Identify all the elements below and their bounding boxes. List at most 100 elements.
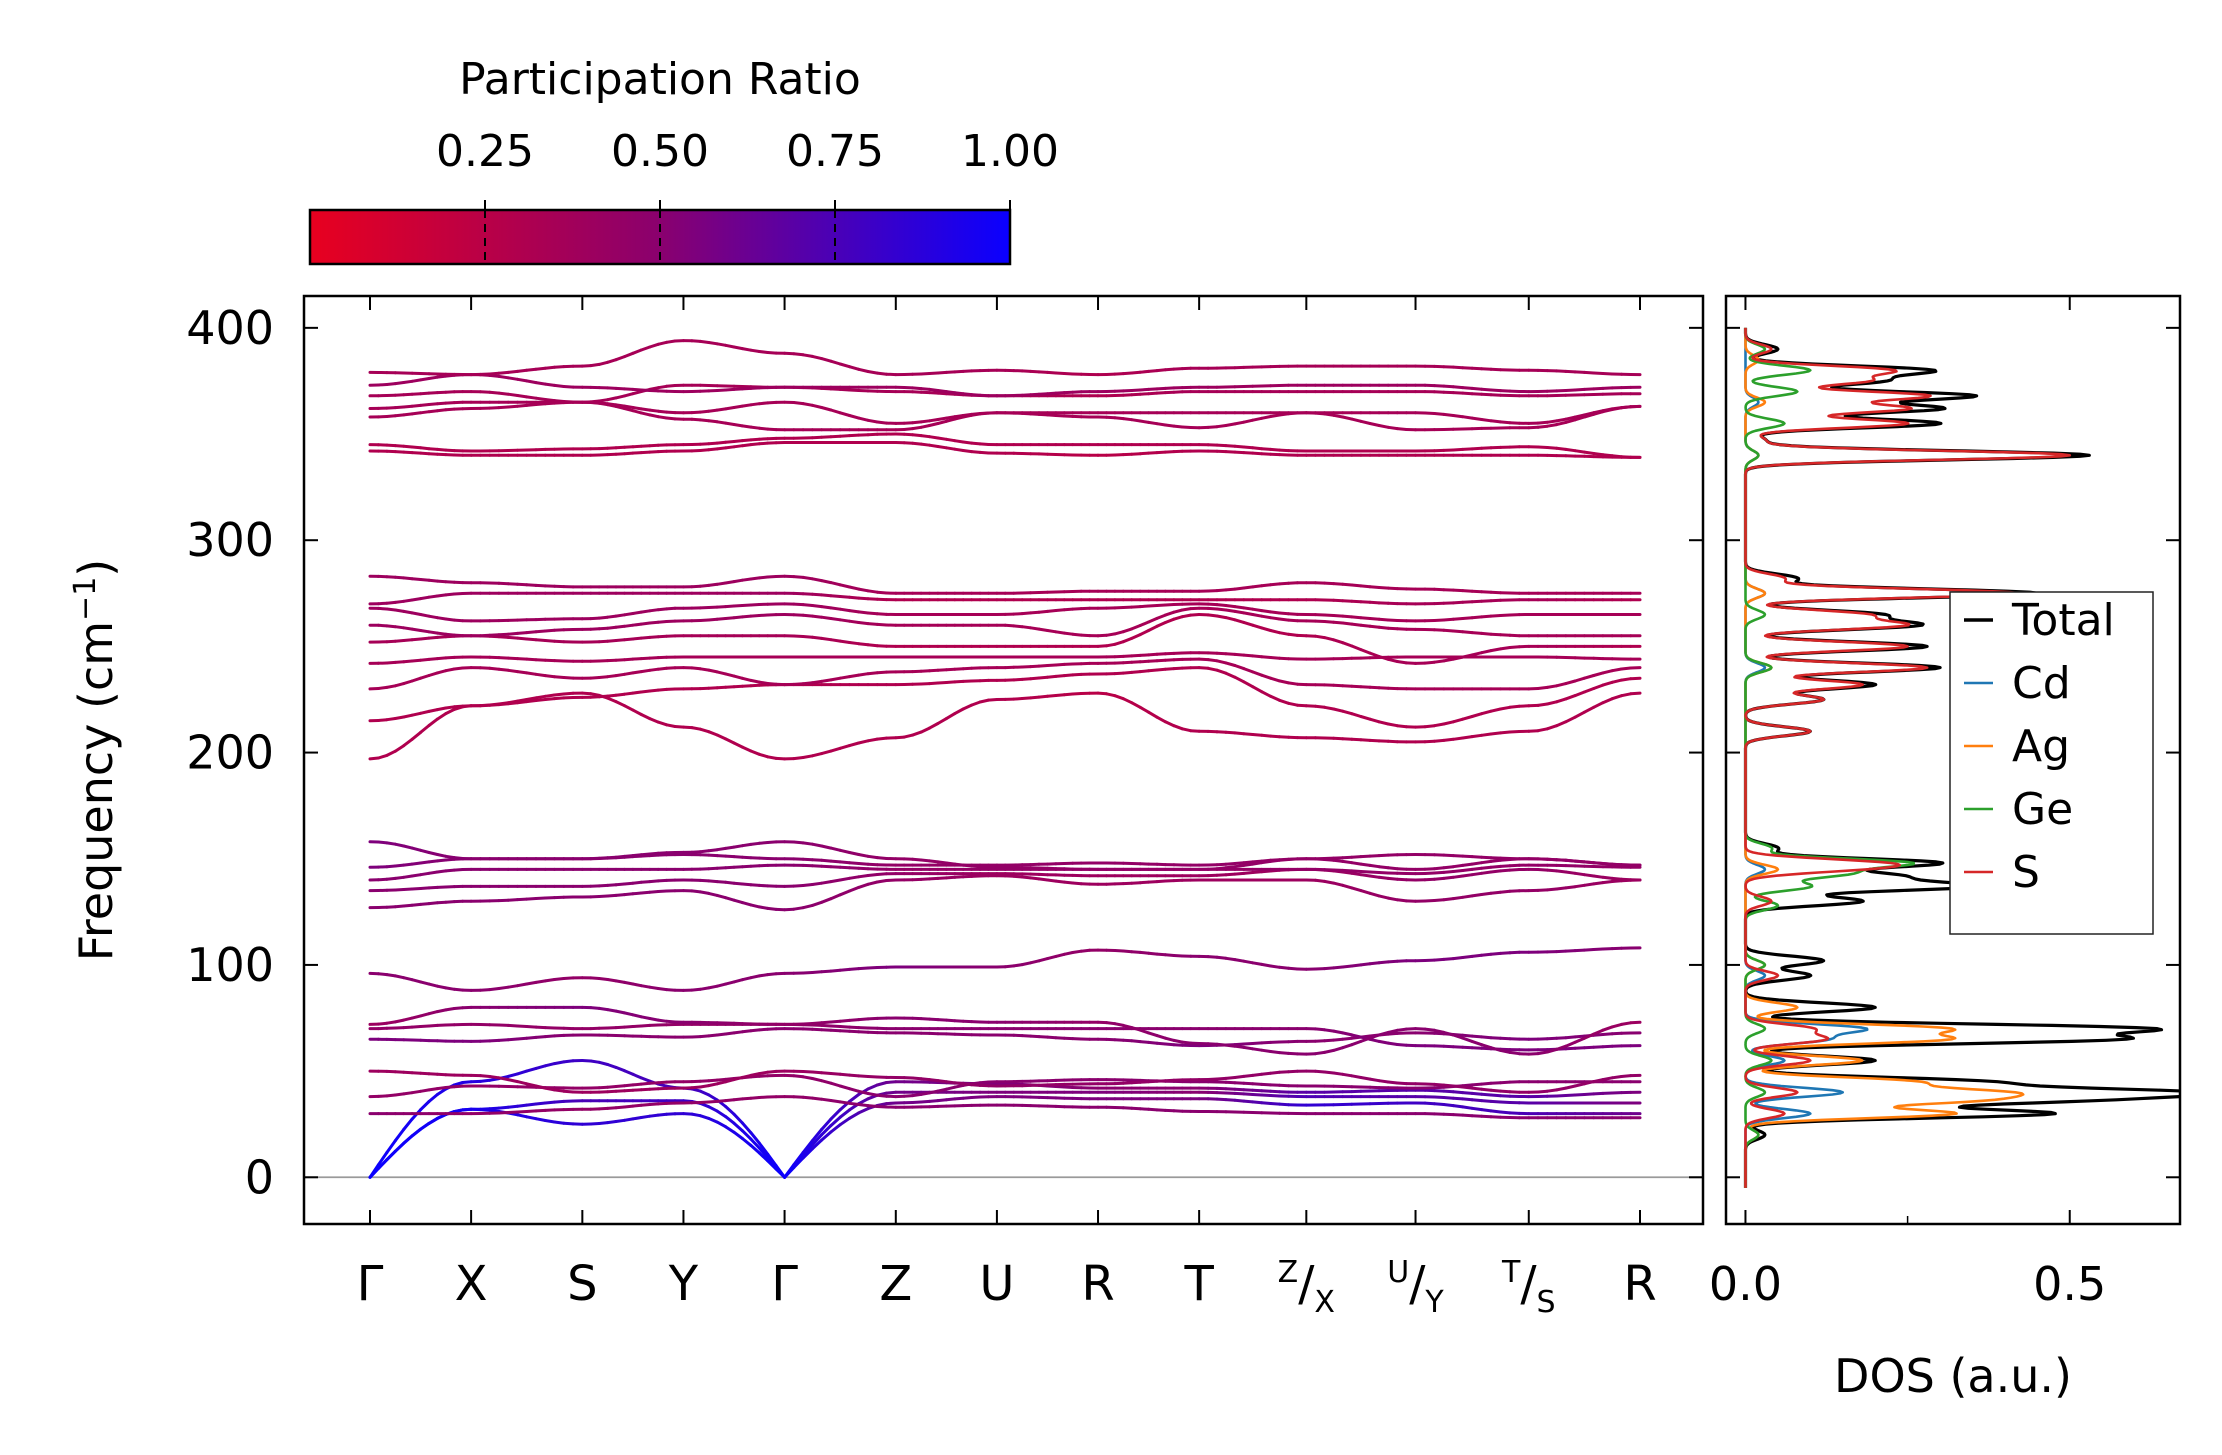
band-line-piece [506, 631, 519, 636]
band-line-piece [783, 1163, 796, 1179]
band-line-piece [1545, 887, 1559, 892]
band-line-piece [631, 708, 643, 716]
kpoint-label: T [1183, 1256, 1214, 1312]
band-line-piece [525, 1025, 538, 1029]
band-line-piece [820, 357, 833, 363]
band-line-piece [1461, 616, 1474, 620]
band-line-piece [1564, 1084, 1577, 1090]
band-line-piece [525, 1109, 538, 1113]
band-line-piece [1480, 1035, 1493, 1040]
band-line-piece [1323, 620, 1336, 624]
band-line-piece [1224, 652, 1237, 656]
band-line-piece [1451, 447, 1465, 452]
band-line-piece [1359, 600, 1372, 604]
band-line-piece [1480, 1087, 1493, 1092]
band-line-piece [1395, 660, 1408, 665]
band-line-piece [1442, 865, 1455, 870]
band-line-piece [543, 1108, 556, 1112]
band-line-piece [1499, 1080, 1512, 1085]
band-line-piece [534, 381, 547, 386]
kpoint-label-slash: / [1298, 1256, 1315, 1312]
band-line-piece [1480, 446, 1493, 450]
band-line-piece [838, 876, 851, 882]
band-line-piece [848, 861, 861, 865]
band-line-piece [1377, 424, 1390, 429]
band-line-piece [1536, 727, 1549, 733]
band-line-piece [1350, 1033, 1363, 1039]
band-line-piece [1368, 891, 1381, 898]
band-line-piece [1555, 858, 1568, 862]
band-line-piece [1610, 1022, 1623, 1029]
band-line-piece [801, 681, 814, 686]
band-line-piece [525, 583, 538, 587]
band-line-piece [1278, 735, 1290, 739]
band-line-piece [1582, 1045, 1596, 1050]
band-line-piece [1395, 898, 1408, 903]
band-line-piece [838, 967, 851, 972]
colorbar-title: Participation Ratio [459, 54, 861, 105]
band-line-piece [1224, 1076, 1237, 1080]
band-line-piece [1489, 388, 1502, 393]
band-line-piece [1470, 1082, 1484, 1087]
band-line-piece [1582, 882, 1596, 887]
band-line-piece [820, 593, 833, 598]
band-line-piece [1545, 1036, 1559, 1041]
band-line-piece [1451, 1096, 1465, 1101]
band-line-piece [1536, 445, 1549, 449]
band-line-piece [1278, 858, 1290, 862]
band-line-piece [1480, 865, 1493, 870]
band-line-piece [1555, 869, 1568, 874]
band-line-piece [1461, 600, 1474, 604]
band-line-piece [1359, 685, 1372, 689]
band-line-piece [506, 635, 519, 640]
band-line-piece [875, 736, 888, 741]
band-line-piece [410, 730, 423, 741]
band-line-piece [1278, 698, 1290, 705]
band-line-piece [516, 394, 529, 399]
band-line-piece [1251, 685, 1264, 694]
band-line-piece [639, 713, 652, 721]
band-line-piece [1480, 1081, 1493, 1086]
band-line-piece [444, 707, 456, 716]
band-line-piece [1442, 1103, 1455, 1108]
kpoint-lines [369, 296, 1641, 1224]
band-line-piece [1332, 1029, 1345, 1035]
band-line-piece [848, 1101, 861, 1106]
band-line-piece [525, 897, 538, 901]
band-line-piece [820, 678, 833, 683]
band-line-piece [1206, 666, 1219, 672]
band-line-piece [1610, 678, 1623, 684]
band-line-piece [1138, 705, 1151, 714]
band-line-piece [506, 1037, 519, 1042]
band-line-piece [1224, 730, 1237, 735]
band-line-piece [1432, 659, 1446, 664]
band-line-piece [1341, 868, 1354, 873]
band-line-piece [1350, 855, 1363, 859]
band-line-piece [1251, 613, 1264, 618]
band-line-piece [1451, 629, 1465, 634]
band-line-piece [506, 392, 519, 397]
band-line-piece [1215, 659, 1228, 665]
band-line-piece [1350, 1074, 1363, 1079]
band-line-piece [488, 1075, 501, 1080]
band-line-piece [1432, 618, 1446, 622]
band-line-piece [857, 587, 870, 593]
band-line-piece [848, 1025, 861, 1030]
band-line-piece [1359, 873, 1372, 878]
band-line-piece [1251, 870, 1264, 874]
band-line-piece [1278, 617, 1290, 622]
band-line-piece [838, 865, 851, 870]
band-20 [368, 613, 1642, 665]
band-line-piece [1582, 411, 1596, 417]
band-line-piece [506, 668, 519, 674]
band-line-piece [820, 605, 833, 610]
band-line-piece [838, 387, 851, 392]
band-line-piece [848, 595, 861, 600]
band-line-piece [820, 969, 833, 974]
band-line-piece [488, 633, 501, 637]
band-line-piece [1350, 886, 1363, 893]
band-line-piece [1480, 1092, 1493, 1097]
band-line-piece [1582, 705, 1596, 714]
band-line-piece [783, 907, 796, 912]
colorbar-tick-label: 0.75 [786, 126, 884, 177]
